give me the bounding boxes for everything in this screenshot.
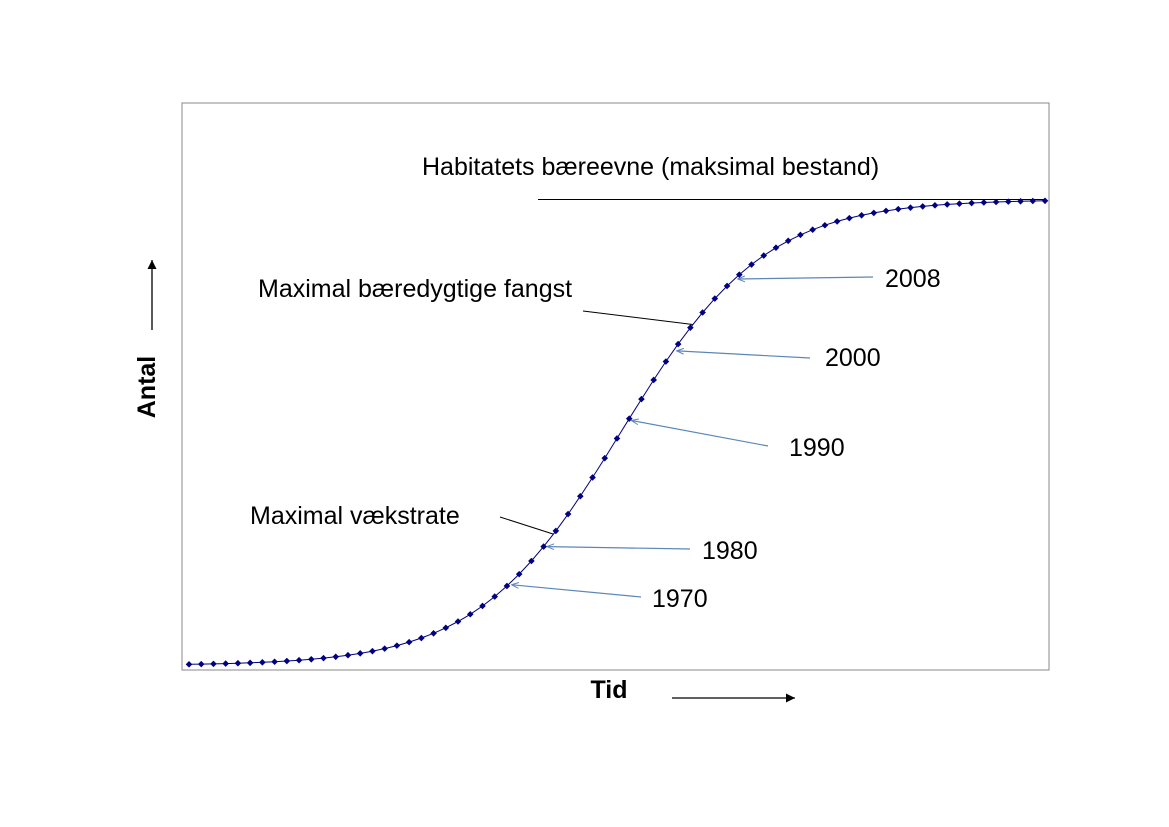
data-point: [735, 271, 743, 278]
data-point: [687, 324, 694, 331]
data-point: [797, 231, 804, 239]
data-point: [1041, 197, 1049, 205]
msy-label: Maximal bæredygtige fangst: [258, 275, 572, 303]
data-point: [833, 218, 841, 225]
data-point: [625, 415, 633, 422]
data-point: [356, 650, 364, 657]
data-point: [222, 660, 229, 667]
data-point: [442, 624, 450, 632]
data-point: [185, 661, 193, 668]
data-point: [307, 655, 315, 663]
year-arrow-1970: [512, 585, 642, 598]
y-axis-title: Antal: [133, 356, 161, 419]
data-point: [956, 200, 963, 207]
data-point: [210, 660, 217, 668]
data-point: [907, 204, 914, 211]
data-point: [479, 602, 486, 610]
data-point: [405, 638, 413, 646]
data-point: [320, 654, 327, 662]
data-point: [295, 656, 303, 664]
data-point: [809, 226, 816, 234]
data-point: [234, 659, 242, 667]
data-point: [246, 659, 254, 667]
series-points: [185, 197, 1049, 668]
data-point: [674, 340, 682, 348]
annotation-lines: [499, 199, 1045, 535]
data-point: [577, 492, 584, 500]
data-point: [784, 237, 792, 245]
data-point: [418, 634, 425, 642]
data-point: [271, 658, 278, 666]
data-point: [393, 642, 401, 649]
data-point: [466, 610, 474, 618]
data-point: [613, 435, 621, 442]
data-point: [197, 660, 205, 668]
data-point: [540, 543, 547, 550]
data-point: [552, 527, 560, 535]
max-growth-label: Maximal vækstrate: [250, 502, 460, 530]
data-point: [1017, 197, 1024, 205]
data-point: [748, 261, 755, 268]
data-point: [943, 201, 951, 208]
msy-line: [582, 310, 693, 326]
data-point: [650, 376, 657, 384]
data-point: [589, 474, 596, 481]
year-arrow-2000: [677, 351, 811, 359]
data-point: [454, 618, 462, 625]
year-arrow-1980: [548, 547, 691, 549]
x-axis-title: Tid: [590, 676, 627, 704]
capacity-label: Habitatets bæreevne (maksimal bestand): [422, 153, 879, 181]
data-point: [491, 593, 499, 600]
data-point: [711, 295, 719, 302]
year-arrows: [512, 277, 874, 598]
data-point: [344, 651, 352, 659]
data-point: [992, 198, 1000, 206]
data-point: [723, 282, 731, 290]
year-label-1990: 1990: [789, 434, 845, 462]
data-point: [968, 199, 975, 207]
data-point: [381, 645, 388, 652]
data-point: [882, 207, 890, 215]
year-arrow-2008: [738, 277, 874, 279]
data-point: [369, 647, 376, 655]
year-label-1970: 1970: [652, 585, 708, 613]
max-growth-line: [499, 516, 554, 535]
data-point: [1029, 197, 1037, 205]
data-point: [564, 510, 572, 518]
data-point: [430, 630, 437, 637]
data-point: [1005, 198, 1012, 205]
data-point: [931, 202, 939, 209]
data-point: [846, 214, 853, 222]
data-point: [601, 454, 609, 462]
data-point: [503, 582, 511, 590]
data-point: [283, 657, 291, 665]
year-arrow-1990: [632, 421, 769, 447]
data-point: [699, 309, 706, 316]
data-point: [528, 557, 535, 565]
data-point: [332, 653, 340, 661]
data-point: [662, 358, 670, 365]
data-point: [980, 199, 988, 206]
data-point: [870, 209, 878, 217]
year-label-2008: 2008: [885, 265, 941, 293]
data-point: [894, 205, 902, 213]
data-point: [772, 244, 780, 252]
data-point: [515, 570, 523, 578]
plot-area-frame: [181, 102, 1050, 671]
year-label-2000: 2000: [825, 344, 881, 372]
data-point: [821, 221, 829, 229]
data-point: [919, 203, 927, 210]
data-point: [638, 395, 645, 403]
data-point: [259, 659, 266, 666]
year-label-1980: 1980: [702, 537, 758, 565]
data-point: [858, 212, 865, 219]
data-point: [760, 252, 768, 259]
